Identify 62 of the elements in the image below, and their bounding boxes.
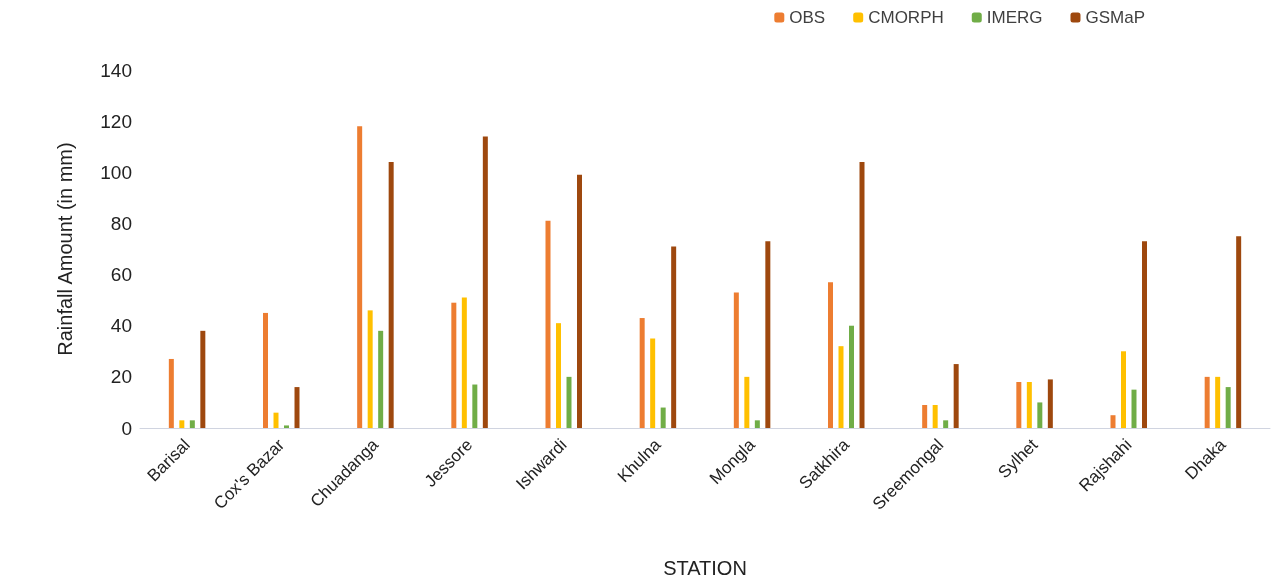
bar [1110, 415, 1116, 428]
bar [953, 364, 959, 428]
x-axis-title: STATION [663, 557, 747, 579]
bar [388, 162, 394, 428]
bar [859, 162, 865, 428]
bar [482, 136, 488, 428]
bar [1026, 381, 1032, 428]
bar [1225, 387, 1231, 428]
bar [932, 404, 938, 428]
bar [367, 310, 373, 428]
bar [545, 220, 551, 428]
bar [660, 407, 666, 428]
bar [263, 312, 268, 428]
bar [828, 282, 833, 428]
bar [273, 412, 279, 428]
bar [577, 174, 582, 428]
bar [671, 246, 677, 428]
legend-label: OBS [789, 8, 826, 27]
bar [922, 404, 928, 428]
bar [765, 241, 771, 428]
bar [284, 425, 289, 428]
bar [1236, 236, 1242, 428]
legend-label: GSMaP [1085, 8, 1146, 27]
bar [189, 420, 195, 428]
bar [168, 358, 174, 428]
bar [838, 346, 844, 428]
bar [1142, 241, 1147, 428]
bar [754, 420, 760, 428]
y-tick-label: 60 [110, 264, 132, 286]
bar [357, 126, 363, 428]
bar [179, 420, 185, 428]
bar [200, 330, 206, 428]
bar [1215, 376, 1221, 428]
bar [378, 330, 384, 428]
y-tick-label: 20 [110, 366, 132, 388]
bar [294, 387, 300, 428]
y-tick-label: 140 [100, 59, 132, 81]
bar [1131, 389, 1137, 428]
legend-label: IMERG [986, 8, 1043, 27]
bar [1204, 376, 1210, 428]
bar [1037, 402, 1043, 428]
bar [566, 376, 572, 428]
bar [639, 318, 645, 428]
bar [1121, 351, 1126, 428]
bar [472, 384, 478, 428]
y-tick-label: 120 [100, 110, 132, 132]
bar [1047, 379, 1053, 428]
bar [451, 302, 457, 428]
bar [943, 420, 949, 428]
bar [849, 325, 854, 428]
bar [650, 338, 656, 428]
y-tick-label: 40 [110, 315, 132, 337]
bar [461, 297, 467, 428]
bar [556, 323, 561, 428]
y-tick-label: 100 [100, 161, 132, 183]
legend-label: CMORPH [868, 8, 944, 27]
bar [1016, 381, 1022, 428]
bar [733, 292, 739, 428]
y-axis-title: Rainfall Amount (in mm) [54, 142, 76, 356]
y-tick-label: 0 [121, 417, 132, 439]
y-tick-label: 80 [110, 212, 132, 234]
bar [744, 376, 750, 428]
